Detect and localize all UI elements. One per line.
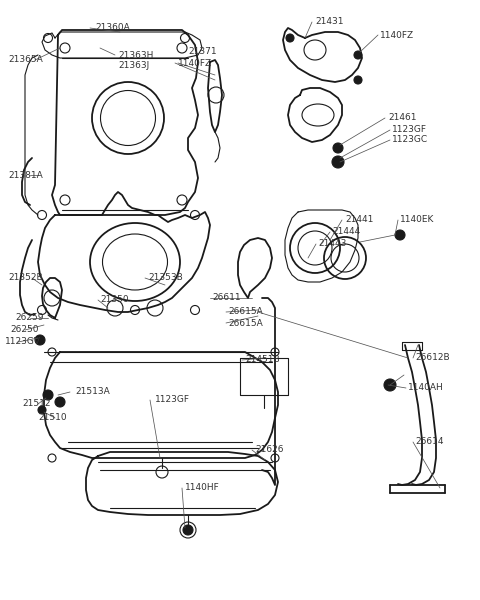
Text: 1123GC: 1123GC	[392, 136, 428, 145]
Text: 26614: 26614	[415, 437, 444, 446]
Text: 1140EK: 1140EK	[400, 215, 434, 224]
Text: 21451B: 21451B	[245, 355, 280, 364]
Text: 26611: 26611	[212, 293, 240, 302]
Text: 21512: 21512	[22, 400, 50, 409]
Text: 21363J: 21363J	[118, 61, 149, 70]
Text: 21431: 21431	[315, 17, 344, 26]
Text: 21353B: 21353B	[148, 274, 183, 283]
Circle shape	[395, 230, 405, 240]
Circle shape	[332, 156, 344, 168]
Text: 21365A: 21365A	[8, 55, 43, 64]
Circle shape	[43, 390, 53, 400]
Text: 1123GF: 1123GF	[392, 125, 427, 134]
Text: 26615A: 26615A	[228, 319, 263, 328]
Text: 21626: 21626	[255, 445, 284, 455]
Text: 21381A: 21381A	[8, 170, 43, 179]
Circle shape	[333, 143, 343, 153]
Text: 1123GF: 1123GF	[155, 395, 190, 404]
Circle shape	[38, 406, 46, 414]
Text: 21513A: 21513A	[75, 388, 110, 397]
Text: 26259: 26259	[15, 313, 44, 323]
Text: 21461: 21461	[388, 113, 417, 122]
Text: 21443: 21443	[318, 239, 347, 248]
Text: 1140FZ: 1140FZ	[178, 58, 212, 67]
Text: 21352B: 21352B	[8, 274, 43, 283]
Text: 21510: 21510	[38, 413, 67, 422]
Circle shape	[183, 525, 193, 535]
Text: 26612B: 26612B	[415, 353, 450, 362]
Text: 21360A: 21360A	[95, 23, 130, 32]
Text: 1140AH: 1140AH	[408, 383, 444, 392]
Text: 1123GV: 1123GV	[5, 337, 41, 346]
Text: 1140FZ: 1140FZ	[380, 31, 414, 40]
Circle shape	[55, 397, 65, 407]
Text: 21350: 21350	[100, 295, 129, 304]
Text: 21371: 21371	[188, 47, 216, 56]
Text: 21441: 21441	[345, 215, 373, 224]
Circle shape	[384, 379, 396, 391]
Text: 21444: 21444	[332, 227, 360, 236]
Circle shape	[286, 34, 294, 42]
Text: 26615A: 26615A	[228, 307, 263, 317]
Circle shape	[354, 51, 362, 59]
Text: 21363H: 21363H	[118, 50, 154, 59]
Circle shape	[354, 76, 362, 84]
Text: 26250: 26250	[10, 325, 38, 335]
Text: 1140HF: 1140HF	[185, 484, 220, 493]
Circle shape	[35, 335, 45, 345]
